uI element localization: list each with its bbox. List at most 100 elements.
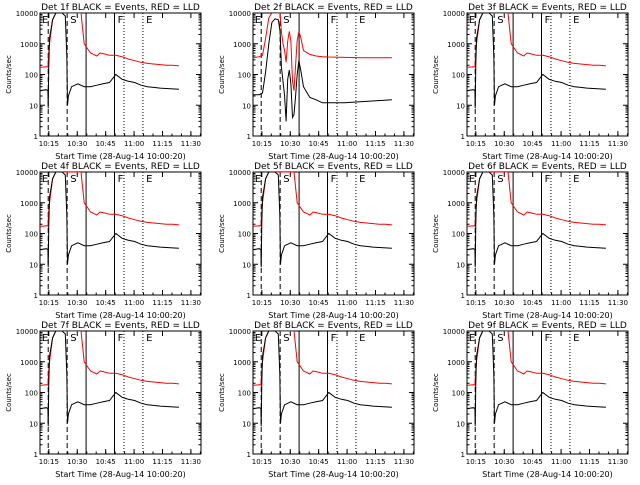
event-marker: E [359, 333, 365, 344]
y-tick-label: 10 [29, 261, 38, 269]
plot-frame [466, 330, 629, 455]
x-tick-label: 11:15 [152, 140, 172, 148]
x-axis-label: Start Time (28-Aug-14 10:00:20) [55, 311, 186, 320]
y-tick-label: 1 [461, 292, 465, 300]
series-line-black [467, 13, 606, 109]
x-tick-label: 11:00 [551, 140, 571, 148]
plot-frame [39, 171, 202, 296]
y-tick-label: 10000 [443, 169, 465, 177]
x-tick-label: 11:15 [152, 299, 172, 307]
event-marker: S [70, 174, 76, 185]
y-tick-label: 100 [452, 231, 465, 239]
plot-frame [466, 171, 629, 296]
x-tick-label: 11:15 [365, 458, 385, 466]
event-marker: E [359, 15, 365, 26]
series-line-red [253, 172, 392, 227]
x-tick-label: 10:15 [39, 458, 59, 466]
plot-frame [252, 330, 415, 455]
chart-title: Det 3f BLACK = Events, RED = LLD [468, 3, 627, 13]
plot-frame [466, 12, 629, 137]
x-tick-label: 11:00 [551, 458, 571, 466]
series-line-red [40, 331, 179, 386]
x-tick-label: 10:15 [466, 299, 486, 307]
chart-title: Det 1f BLACK = Events, RED = LLD [41, 3, 200, 13]
y-tick-label: 1 [461, 133, 465, 141]
x-tick-label: 10:45 [309, 299, 329, 307]
x-tick-label: 10:15 [466, 458, 486, 466]
x-tick-label: 10:15 [39, 299, 59, 307]
y-tick-label: 100 [452, 390, 465, 398]
series-line-black [467, 331, 606, 427]
event-marker: S [497, 15, 503, 26]
event-marker: F [118, 333, 124, 344]
chart-title: Det 2f BLACK = Events, RED = LLD [254, 3, 413, 13]
chart-title: Det 4f BLACK = Events, RED = LLD [41, 162, 200, 172]
y-tick-label: 10 [456, 261, 465, 269]
x-tick-label: 10:15 [252, 299, 272, 307]
x-tick-label: 11:00 [124, 458, 144, 466]
event-marker: F [118, 15, 124, 26]
series-line-black [467, 172, 606, 268]
x-tick-label: 10:45 [96, 299, 116, 307]
y-tick-label: 1000 [233, 41, 251, 49]
y-tick-label: 10 [242, 102, 251, 110]
x-tick-label: 11:30 [394, 299, 414, 307]
detector-panel-2: Det 2f BLACK = Events, RED = LLD Counts/s… [218, 3, 415, 161]
x-tick-label: 11:15 [365, 299, 385, 307]
x-tick-label: 11:15 [152, 458, 172, 466]
x-tick-label: 10:30 [280, 458, 300, 466]
x-tick-label: 11:00 [551, 299, 571, 307]
chart-title: Det 7f BLACK = Events, RED = LLD [41, 321, 200, 331]
event-marker: E [146, 174, 152, 185]
y-tick-label: 1000 [447, 200, 465, 208]
detector-panel-3: Det 3f BLACK = Events, RED = LLD Counts/s… [432, 3, 629, 161]
y-axis-label: Counts/sec [432, 55, 440, 94]
event-marker: E [255, 174, 261, 185]
event-marker: S [283, 15, 289, 26]
y-tick-label: 1 [247, 451, 251, 459]
x-tick-label: 10:15 [39, 140, 59, 148]
y-tick-label: 1 [34, 292, 38, 300]
event-marker: E [359, 174, 365, 185]
plot-frame [252, 171, 415, 296]
y-tick-label: 100 [25, 72, 38, 80]
y-tick-label: 10000 [16, 10, 38, 18]
detector-panel-6: Det 6f BLACK = Events, RED = LLD Counts/s… [432, 162, 629, 320]
x-axis-label: Start Time (28-Aug-14 10:00:20) [268, 152, 399, 161]
x-tick-label: 11:30 [394, 458, 414, 466]
y-tick-label: 10000 [229, 10, 251, 18]
x-tick-label: 11:15 [579, 299, 599, 307]
x-tick-label: 11:00 [124, 299, 144, 307]
x-tick-label: 10:45 [309, 140, 329, 148]
chart-title: Det 8f BLACK = Events, RED = LLD [254, 321, 413, 331]
x-tick-label: 10:45 [96, 458, 116, 466]
series-line-black [40, 172, 179, 268]
event-marker: F [545, 333, 551, 344]
detector-panel-1: Det 1f BLACK = Events, RED = LLD Counts/s… [5, 3, 202, 161]
x-axis-label: Start Time (28-Aug-14 10:00:20) [55, 152, 186, 161]
x-tick-label: 11:00 [337, 299, 357, 307]
x-tick-label: 11:00 [337, 458, 357, 466]
y-tick-label: 1000 [447, 41, 465, 49]
x-tick-label: 11:00 [337, 140, 357, 148]
x-tick-label: 10:30 [67, 140, 87, 148]
detector-panel-8: Det 8f BLACK = Events, RED = LLD Counts/s… [218, 321, 415, 479]
x-tick-label: 11:30 [394, 140, 414, 148]
y-axis-label: Counts/sec [5, 55, 13, 94]
event-marker: F [331, 15, 337, 26]
x-tick-label: 10:30 [494, 140, 514, 148]
y-tick-label: 100 [238, 231, 251, 239]
y-tick-label: 1000 [20, 41, 38, 49]
plot-frame [39, 12, 202, 137]
x-tick-label: 10:30 [67, 458, 87, 466]
y-tick-label: 10 [242, 420, 251, 428]
series-line-red [40, 13, 179, 68]
series-line-black [40, 13, 179, 109]
event-marker: E [469, 174, 475, 185]
y-tick-label: 1 [247, 133, 251, 141]
y-tick-label: 1 [461, 451, 465, 459]
y-axis-label: Counts/sec [218, 214, 226, 253]
plot-frame [39, 330, 202, 455]
detector-panel-4: Det 4f BLACK = Events, RED = LLD Counts/s… [5, 162, 202, 320]
